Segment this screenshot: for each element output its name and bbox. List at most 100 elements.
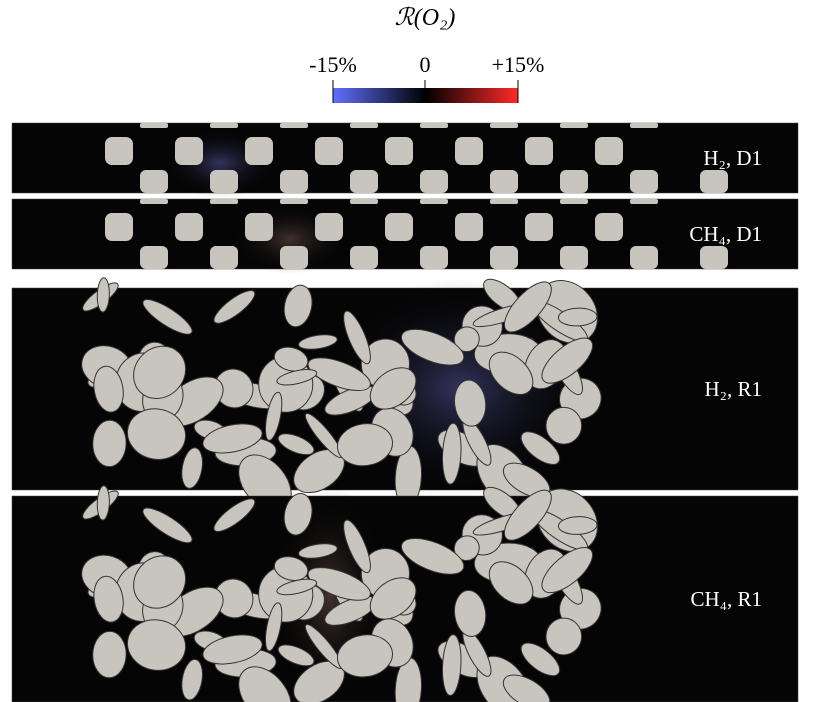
- obstacle: [245, 137, 273, 165]
- obstacle: [105, 213, 133, 241]
- porous-solid: [453, 589, 487, 637]
- porous-solid: [400, 328, 465, 366]
- colorbar-tick-label: 0: [420, 52, 431, 77]
- porous-solid: [92, 630, 127, 679]
- obstacle: [245, 213, 273, 241]
- porous-solid: [343, 519, 371, 574]
- porous-solid: [202, 423, 263, 454]
- porous-solid: [343, 310, 371, 365]
- obstacle: [315, 213, 343, 241]
- obstacle: [210, 199, 238, 204]
- porous-solid: [265, 602, 283, 652]
- porous-solid: [276, 578, 318, 596]
- panel: H₂, R1: [11, 277, 799, 512]
- obstacle: [280, 246, 308, 269]
- panel: CH₄, R1: [11, 485, 799, 702]
- porous-solid: [142, 299, 193, 335]
- obstacle: [595, 213, 623, 241]
- porous-solid: [283, 284, 313, 328]
- porous-solid: [213, 498, 256, 532]
- porous-solid: [336, 423, 393, 467]
- obstacle: [350, 246, 378, 269]
- porous-solid: [541, 547, 594, 594]
- obstacle: [420, 170, 448, 193]
- obstacle: [385, 137, 413, 165]
- porous-solid: [307, 357, 371, 392]
- porous-solid: [441, 422, 462, 485]
- obstacle: [560, 123, 588, 128]
- porous-solid: [369, 577, 417, 620]
- porous-solid: [503, 281, 552, 333]
- obstacle: [140, 199, 168, 204]
- obstacle: [350, 199, 378, 204]
- porous-solid: [503, 489, 552, 541]
- panel-label: H₂, R1: [705, 377, 763, 401]
- obstacle: [350, 170, 378, 193]
- porous-solid: [273, 346, 309, 372]
- porous-solid: [541, 337, 594, 384]
- porous-solid: [181, 658, 203, 701]
- obstacle: [490, 123, 518, 128]
- porous-solid: [307, 567, 371, 601]
- porous-solid: [238, 666, 292, 702]
- porous-solid: [277, 644, 315, 667]
- obstacle: [280, 170, 308, 193]
- obstacle: [105, 137, 133, 165]
- obstacle: [385, 213, 413, 241]
- porous-solid: [93, 365, 124, 413]
- porous-solid: [400, 537, 465, 575]
- porous-solid: [520, 642, 561, 677]
- panel: H₂, D1: [11, 122, 799, 198]
- obstacle: [490, 246, 518, 269]
- porous-solid: [557, 516, 598, 535]
- obstacle: [630, 199, 658, 204]
- porous-solid: [273, 556, 309, 581]
- porous-solid: [283, 492, 313, 536]
- porous-solid: [92, 419, 127, 468]
- obstacle: [315, 137, 343, 165]
- obstacle: [350, 123, 378, 128]
- obstacle: [175, 213, 203, 241]
- porous-solid: [213, 290, 256, 324]
- porous-solid: [142, 507, 193, 544]
- obstacle: [630, 123, 658, 128]
- porous-solid: [96, 277, 110, 313]
- obstacle: [455, 137, 483, 165]
- obstacle: [140, 123, 168, 128]
- obstacle: [490, 170, 518, 193]
- obstacle: [560, 246, 588, 269]
- obstacle: [420, 246, 448, 269]
- porous-solid: [265, 391, 283, 441]
- porous-solid: [488, 351, 534, 395]
- panel-label: CH₄, R1: [690, 587, 762, 611]
- porous-solid: [96, 485, 110, 521]
- obstacle: [140, 246, 168, 269]
- porous-solid: [453, 379, 487, 427]
- obstacle: [490, 199, 518, 204]
- obstacle: [525, 137, 553, 165]
- colorbar-tick-label: +15%: [492, 52, 545, 77]
- obstacle: [560, 199, 588, 204]
- obstacle: [630, 246, 658, 269]
- obstacle: [455, 213, 483, 241]
- porous-solid: [488, 561, 534, 605]
- obstacle: [420, 199, 448, 204]
- porous-solid: [441, 634, 462, 696]
- colorbar-tick-label: -15%: [309, 52, 357, 77]
- porous-solid: [126, 619, 187, 671]
- obstacle: [700, 246, 728, 269]
- obstacle: [210, 246, 238, 269]
- obstacle: [280, 199, 308, 204]
- obstacle: [175, 137, 203, 165]
- porous-solid: [202, 634, 263, 665]
- porous-solid: [276, 368, 318, 386]
- panel-label: H₂, D1: [703, 146, 762, 170]
- porous-solid: [336, 634, 393, 678]
- colorbar-title: ℛ(O₂): [395, 5, 456, 31]
- obstacle: [525, 213, 553, 241]
- porous-solid: [298, 543, 338, 559]
- porous-solid: [133, 555, 187, 609]
- obstacle: [210, 123, 238, 128]
